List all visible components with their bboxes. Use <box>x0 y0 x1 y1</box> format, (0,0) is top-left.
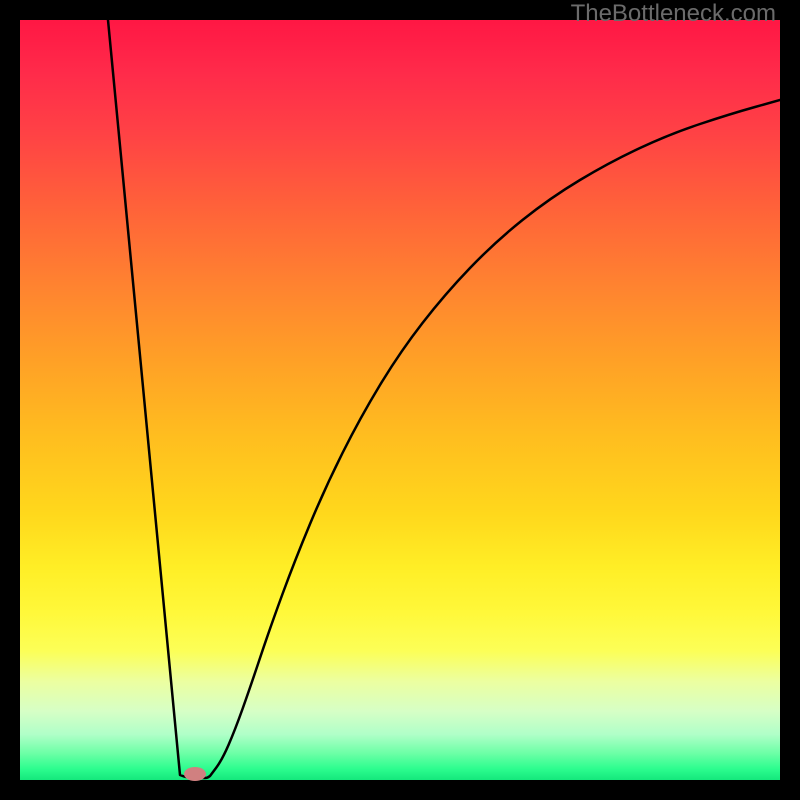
chart-container: TheBottleneck.com <box>0 0 800 800</box>
bottleneck-curve <box>20 20 780 780</box>
plot-area <box>20 20 780 780</box>
watermark-text: TheBottleneck.com <box>571 0 776 28</box>
optimal-point-marker <box>184 767 206 781</box>
